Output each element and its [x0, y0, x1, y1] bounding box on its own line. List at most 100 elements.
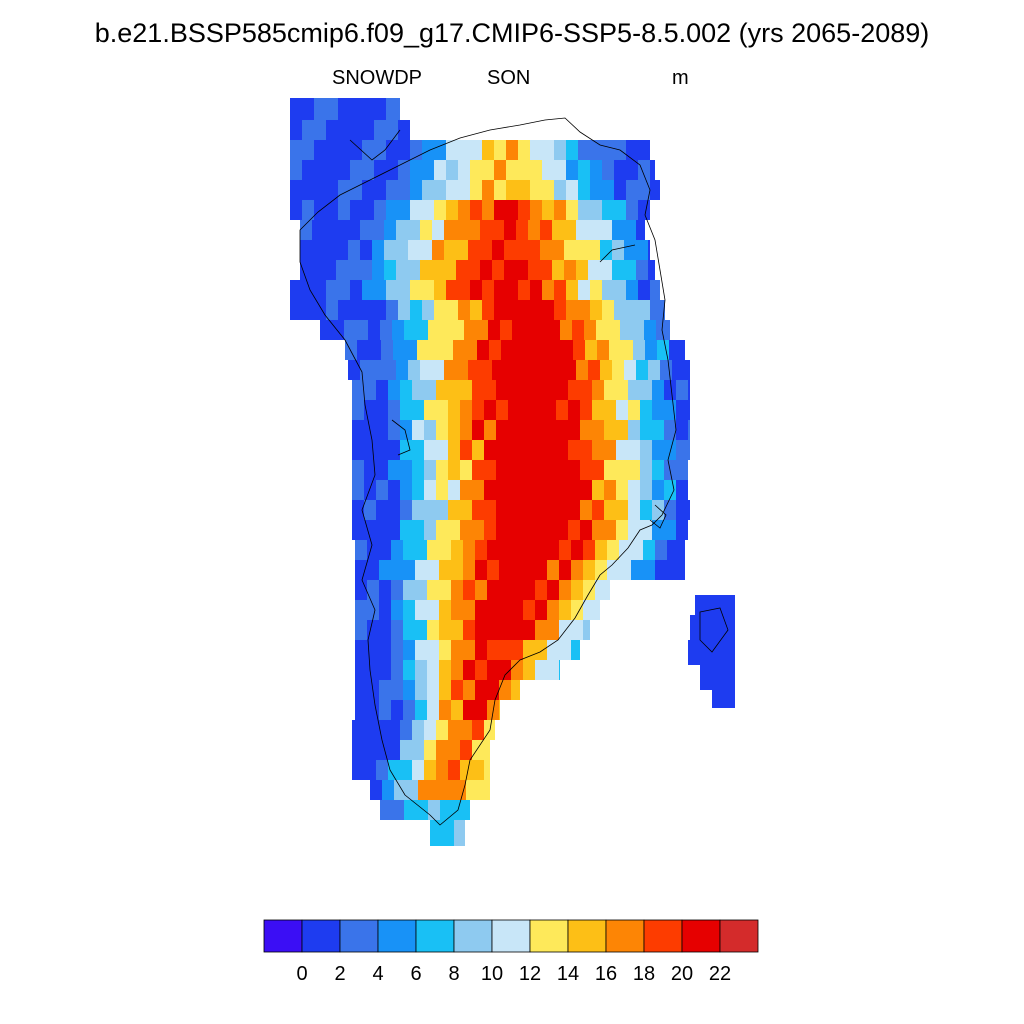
map-cell — [726, 615, 735, 640]
map-cell — [424, 720, 436, 740]
map-cell — [472, 400, 484, 420]
map-cell — [463, 640, 475, 660]
map-cell — [302, 98, 314, 120]
map-cell — [475, 560, 487, 580]
map-cell — [496, 520, 508, 540]
map-cell — [410, 200, 422, 220]
map-cell — [484, 380, 496, 400]
map-cell — [714, 615, 726, 640]
map-cell — [436, 460, 448, 480]
map-cell — [428, 320, 440, 340]
map-cell — [453, 340, 465, 360]
map-cell — [508, 440, 520, 460]
map-cell — [422, 140, 434, 160]
map-cell — [690, 615, 702, 640]
map-cell — [400, 400, 412, 420]
colorbar-box — [529, 919, 569, 953]
map-cell — [451, 620, 463, 640]
coastline — [299, 117, 729, 826]
map-cell — [494, 180, 506, 200]
map-cell — [494, 140, 506, 160]
map-cell — [624, 260, 636, 280]
map-cell — [415, 580, 427, 600]
map-cell — [542, 280, 554, 300]
map-cell — [372, 240, 384, 260]
map-cell — [348, 360, 360, 380]
map-cell — [444, 260, 456, 280]
map-cell — [504, 240, 516, 260]
map-cell — [472, 480, 484, 500]
map-cell — [676, 380, 688, 400]
colorbar-box — [681, 919, 721, 953]
map-cell — [556, 480, 568, 500]
colorbar-label: 16 — [595, 963, 617, 985]
colorbar-box — [301, 919, 341, 953]
map-cell — [415, 540, 427, 560]
map-cell — [566, 160, 578, 180]
map-cell — [631, 540, 643, 560]
map-cell — [607, 540, 619, 560]
map-cell — [434, 300, 446, 320]
map-cell — [364, 480, 376, 500]
map-cell — [458, 140, 470, 160]
map-cell — [585, 340, 597, 360]
map-cell — [388, 400, 400, 420]
map-cell — [655, 540, 667, 560]
map-cell — [588, 240, 600, 260]
map-cell — [372, 360, 384, 380]
map-cell — [400, 480, 412, 500]
map-cell — [370, 780, 382, 800]
map-cell — [460, 740, 472, 760]
map-cell — [578, 200, 590, 220]
map-cell — [386, 300, 398, 320]
map-cell — [624, 360, 636, 380]
map-cell — [583, 540, 595, 560]
map-cell — [362, 140, 374, 160]
map-cell — [352, 460, 364, 480]
map-cell — [650, 280, 660, 300]
map-cell — [458, 280, 470, 300]
map-cell — [381, 340, 393, 360]
map-cell — [484, 740, 490, 760]
map-cell — [314, 98, 326, 120]
map-cell — [621, 340, 633, 360]
map-cell — [475, 660, 487, 680]
map-cell — [724, 640, 735, 665]
map-cell — [484, 440, 496, 460]
map-cell — [568, 480, 580, 500]
map-cell — [427, 620, 439, 640]
map-cell — [583, 600, 595, 620]
map-cell — [542, 160, 554, 180]
map-cell — [314, 300, 326, 320]
map-cell — [516, 240, 528, 260]
map-cell — [364, 760, 376, 780]
map-cell — [608, 320, 620, 340]
map-cell — [403, 580, 415, 600]
map-cell — [648, 260, 655, 280]
map-cell — [628, 400, 640, 420]
map-cell — [376, 440, 388, 460]
map-cell — [578, 280, 590, 300]
map-cell — [475, 580, 487, 600]
map-cell — [542, 200, 554, 220]
map-cell — [446, 140, 458, 160]
map-cell — [542, 180, 554, 200]
map-cell — [496, 500, 508, 520]
map-cell — [290, 200, 302, 220]
map-cell — [482, 180, 494, 200]
map-cell — [367, 540, 379, 560]
map-cell — [644, 320, 656, 340]
map-cell — [492, 260, 504, 280]
map-cell — [427, 680, 439, 700]
map-cell — [352, 740, 364, 760]
map-cell — [290, 140, 302, 160]
map-cell — [535, 660, 547, 680]
map-cell — [494, 160, 506, 180]
map-cell — [638, 180, 650, 200]
map-cell — [520, 460, 532, 480]
map-cell — [412, 420, 424, 440]
map-cell — [518, 180, 530, 200]
map-cell — [524, 320, 536, 340]
map-cell — [436, 760, 448, 780]
map-cell — [360, 360, 372, 380]
